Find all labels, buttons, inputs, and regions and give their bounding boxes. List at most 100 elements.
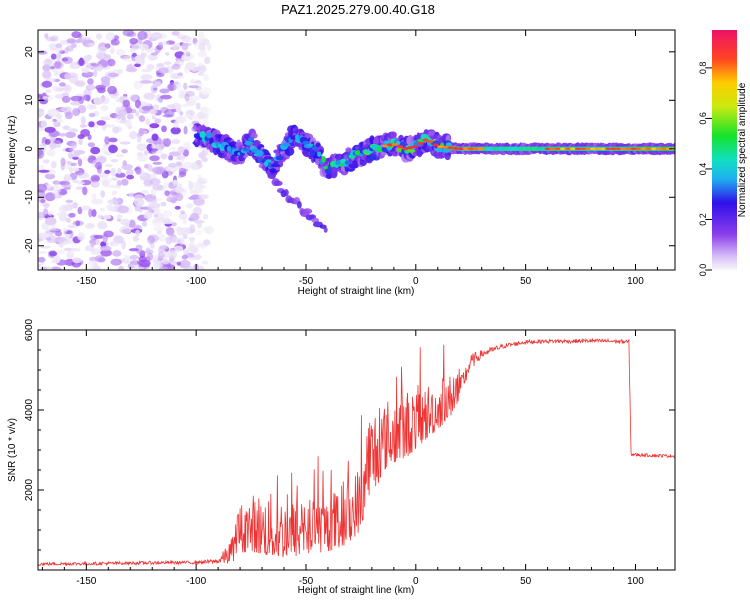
noise-blob: [176, 161, 182, 167]
branch-blob: [323, 227, 328, 233]
noise-blob: [120, 54, 131, 60]
noise-blob: [168, 154, 174, 161]
noise-blob: [59, 204, 68, 213]
noise-blob: [143, 92, 156, 100]
noise-blob: [142, 220, 147, 227]
ridge-peak: [452, 146, 459, 150]
snr-frame: [37, 329, 676, 571]
noise-blob: [44, 126, 56, 133]
noise-blob: [64, 247, 73, 252]
noise-blob: [104, 136, 110, 145]
noise-blob: [153, 254, 158, 261]
noise-blob: [182, 233, 188, 240]
noise-blob: [85, 266, 98, 270]
noise-blob: [43, 208, 49, 217]
x-tick-label: 50: [520, 576, 532, 587]
snr-panel: -150 -100 -50 0 50 100 2000 4000 6000 Height of …: [7, 318, 676, 596]
colorbar-gradient: [712, 30, 737, 270]
noise-blob: [66, 250, 74, 260]
noise-blob: [125, 67, 138, 73]
noise-blob: [165, 236, 173, 245]
noise-blob: [181, 254, 189, 260]
noise-blob: [38, 50, 48, 55]
noise-blob: [40, 120, 47, 128]
noise-blob: [168, 249, 178, 259]
snr-series: [38, 337, 675, 567]
noise-blob: [107, 85, 117, 95]
noise-blob: [170, 260, 178, 265]
ridge-peak: [564, 147, 571, 150]
noise-blob: [119, 141, 131, 145]
noise-blob: [50, 66, 55, 70]
noise-blob: [153, 217, 160, 224]
noise-blob: [170, 81, 180, 85]
noise-blob: [120, 257, 132, 263]
noise-blob: [193, 219, 205, 224]
x-tick-label: 100: [627, 276, 644, 287]
noise-blob: [50, 142, 57, 150]
noise-blob: [91, 209, 97, 218]
noise-blob: [180, 153, 185, 163]
noise-blob: [100, 96, 110, 105]
noise-blob: [94, 255, 105, 263]
noise-blob: [84, 222, 95, 230]
noise-blob: [93, 96, 103, 106]
ridge-peak: [635, 147, 642, 150]
noise-blob: [171, 63, 181, 70]
noise-blob: [44, 192, 56, 202]
ridge-peak: [432, 143, 439, 147]
noise-blob: [96, 120, 106, 126]
noise-blob: [179, 111, 184, 116]
y-tick-label: 2000: [24, 478, 35, 501]
ridge-peak: [549, 147, 556, 150]
noise-blob: [174, 205, 181, 210]
ridge-core: [270, 163, 280, 168]
noise-blob: [133, 197, 145, 207]
noise-blob: [201, 40, 209, 46]
noise-blob: [100, 105, 109, 111]
noise-blob: [201, 158, 209, 163]
noise-blob: [192, 206, 202, 216]
noise-blob: [90, 242, 95, 248]
noise-blob: [180, 210, 186, 215]
ridge-peak: [610, 147, 617, 150]
noise-blob: [77, 232, 85, 241]
noise-blob: [140, 190, 149, 195]
noise-blob: [116, 180, 123, 186]
ridge-core: [407, 149, 416, 153]
noise-blob: [48, 251, 57, 257]
noise-blob: [159, 266, 169, 270]
noise-blob: [79, 124, 88, 128]
noise-blob: [139, 266, 145, 270]
ridge-halo: [278, 159, 284, 166]
noise-blob: [122, 160, 127, 166]
colorbar-tick-label: 0.0: [698, 264, 708, 277]
noise-blob: [49, 228, 62, 233]
noise-blob: [195, 229, 203, 236]
noise-blob: [115, 172, 126, 178]
noise-blob: [121, 228, 131, 234]
noise-blob: [206, 44, 212, 51]
ridge-core: [339, 163, 344, 167]
noise-blob: [133, 80, 143, 90]
snr-ylabel: SNR (10 * v/v): [7, 418, 18, 482]
noise-blob: [197, 72, 205, 76]
noise-blob: [117, 109, 128, 117]
noise-blob: [150, 32, 163, 40]
noise-blob: [138, 115, 146, 122]
noise-blob: [177, 72, 184, 77]
noise-blob: [85, 84, 96, 91]
noise-blob: [50, 266, 62, 270]
noise-blob: [135, 229, 141, 237]
noise-blob: [139, 52, 146, 60]
noise-blob: [136, 143, 147, 152]
noise-blob: [178, 167, 187, 176]
noise-blob: [203, 73, 209, 81]
snr-axes: -150 -100 -50 0 50 100 2000 4000 6000: [24, 318, 675, 587]
spectrogram-frame: [37, 29, 676, 271]
colorbar-ticks: 0.0 0.2 0.4 0.6 0.8: [698, 62, 712, 277]
noise-blob: [91, 198, 104, 205]
noise-blob: [171, 44, 178, 50]
noise-blob: [38, 192, 47, 199]
noise-blob: [197, 174, 203, 180]
